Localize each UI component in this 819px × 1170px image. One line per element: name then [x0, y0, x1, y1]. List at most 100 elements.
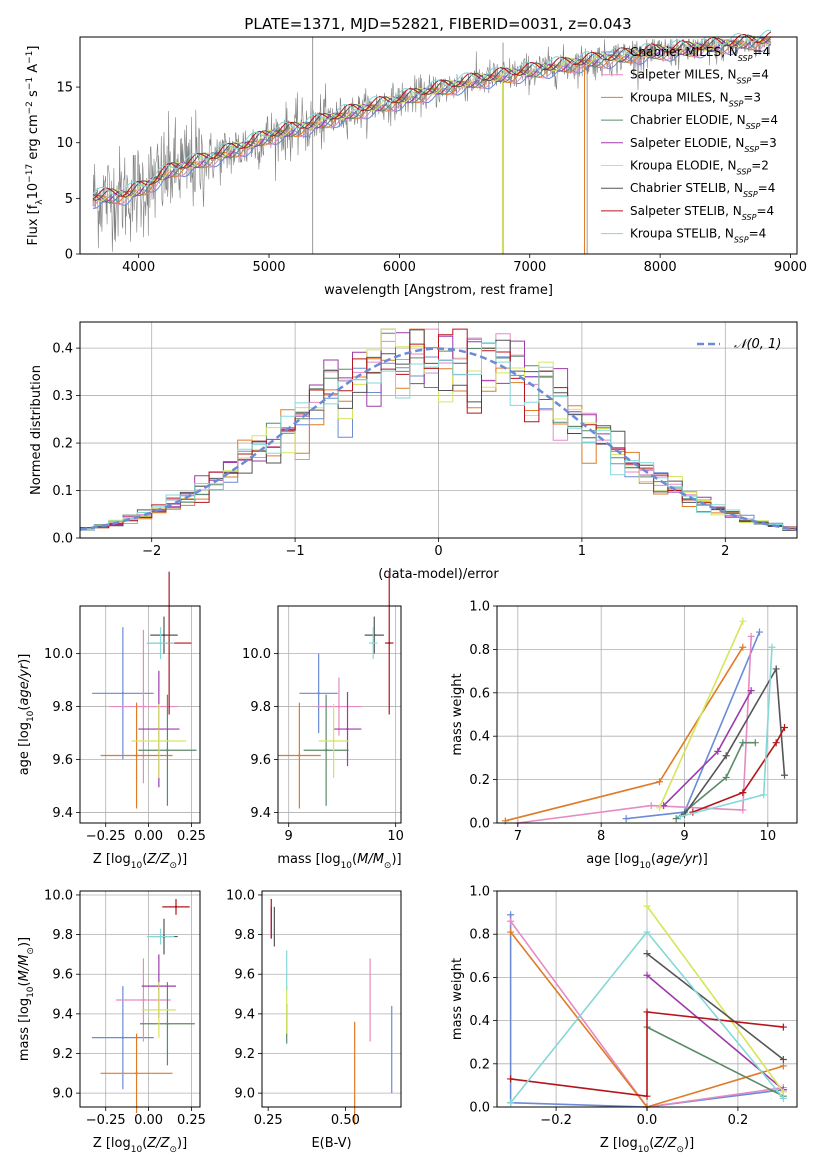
age_weight-series-6 [658, 620, 744, 809]
spectrum-ytick-label: 10 [56, 136, 73, 151]
mass_age-ytick-label: 9.6 [250, 753, 271, 768]
z_weight-marker [507, 911, 515, 919]
model-spectrum-4 [92, 37, 772, 204]
age_weight-ytick-label: 0.2 [469, 773, 490, 788]
mass_age-point [332, 739, 335, 743]
z_age-ytick-label: 9.8 [52, 700, 73, 715]
legend-label-9: Kroupa STELIB, NSSP=4 [630, 227, 766, 245]
age_weight-series-7 [683, 666, 786, 815]
z_weight-marker [779, 1088, 787, 1096]
residuals-ytick-label: 0.0 [52, 532, 73, 547]
mass_age-xtick-label: 10 [387, 829, 404, 844]
z_weight-xtick-label: −0.2 [540, 1113, 572, 1128]
legend-label-6: Kroupa ELODIE, NSSP=2 [630, 159, 769, 177]
z_mass-ylabel: mass [log10(M/M⊙)] [17, 937, 36, 1061]
spectrum-xlabel: wavelength [Angstrom, rest frame] [324, 283, 553, 298]
ebv_mass-ytick-label: 9.4 [234, 1007, 255, 1022]
age_weight-frame [496, 605, 798, 824]
age_weight-marker [739, 806, 747, 814]
age_weight-series-8 [692, 727, 786, 813]
z_weight-marker [507, 1075, 515, 1083]
z_age-xtick-label: 0.00 [134, 829, 163, 844]
z_weight-ytick-label: 0.2 [469, 1057, 490, 1072]
ebv_mass-ytick-label: 9.8 [234, 928, 255, 943]
age_weight-marker [676, 812, 684, 820]
z_weight-series-7 [646, 952, 784, 1061]
residuals-xtick-label: 1 [578, 544, 586, 559]
z_weight-marker [779, 1062, 787, 1070]
age_weight-marker [747, 632, 755, 640]
spectrum-frame [79, 36, 798, 255]
ebv_mass-ytick-label: 9.0 [234, 1087, 255, 1102]
spectrum-ylabel: Flux [fλ10−17 erg cm−2 s−1 A−1] [25, 46, 45, 246]
legend-label-7: Chabrier STELIB, NSSP=4 [630, 181, 775, 199]
z_weight-marker [643, 902, 651, 910]
z_age-point [166, 749, 169, 752]
z_weight-marker [779, 1055, 787, 1063]
z_age-panel: −0.25 0.00 0.25 9.4 9.6 9.8 10.0 Z [log10(Z/Z⊙)… [17, 571, 206, 871]
legend-label-4: Chabrier ELODIE, NSSP=4 [630, 113, 778, 131]
z_weight-series-6 [646, 905, 785, 1093]
age_weight-marker [714, 747, 722, 755]
z_mass-xtick-label: −0.25 [86, 1113, 126, 1128]
z_weight-series-4 [646, 1026, 784, 1097]
mass_age-point [346, 727, 349, 731]
z_mass-point [174, 905, 178, 909]
z_mass-point [142, 998, 145, 1002]
z_age-point [162, 633, 166, 637]
z_weight-marker [507, 928, 515, 936]
z_age-ytick-label: 9.4 [52, 806, 73, 821]
age_weight-ytick-label: 0.0 [469, 817, 490, 832]
age_weight-xtick-label: 10 [760, 829, 777, 844]
age_weight-marker [781, 771, 788, 779]
z_mass-point [135, 1072, 138, 1075]
model-spectrum-7 [92, 34, 772, 201]
z_mass-ytick-label: 9.4 [52, 1007, 73, 1022]
ebv_mass-xlabel: E(B-V) [311, 1136, 351, 1151]
spectrum-panel: 4000 5000 6000 7000 8000 9000 0 5 10 15 wavelength… [25, 29, 807, 298]
spectrum-xtick-label: 4000 [122, 260, 155, 275]
ebv_mass-frame [261, 890, 402, 1108]
z_weight-ytick-label: 0.4 [469, 1014, 490, 1029]
residual-histogram-9 [80, 342, 797, 530]
residuals-xlabel: (data-model)/error [378, 567, 499, 582]
residual-histogram-7 [80, 329, 797, 531]
mass_age-frame [277, 605, 402, 824]
z_weight-xlabel: Z [log10(Z/Z⊙)] [600, 1136, 694, 1155]
z_age-point [142, 705, 145, 708]
residuals-ytick-label: 0.2 [52, 437, 73, 452]
age_weight-ytick-label: 0.6 [469, 686, 490, 701]
age_weight-marker [722, 773, 730, 781]
mass_age-point [298, 754, 301, 757]
mass_age-ytick-label: 9.4 [250, 806, 271, 821]
age_weight-marker [747, 687, 755, 695]
age_weight-marker [768, 643, 776, 651]
age_weight-ytick-label: 0.4 [469, 730, 490, 745]
legend-label-2: Salpeter MILES, NSSP=4 [630, 68, 769, 86]
legend-label-1: Chabrier MILES, NSSP=4 [630, 45, 770, 63]
z_mass-xlabel: Z [log10(Z/Z⊙)] [93, 1136, 187, 1155]
age_weight-ylabel: mass weight [450, 673, 465, 755]
age_weight-marker [751, 739, 759, 747]
mass_age-ytick-label: 10.0 [242, 647, 271, 662]
z_age-point [121, 692, 125, 695]
age_weight-marker [656, 804, 663, 812]
age_weight-xtick-label: 9 [680, 829, 688, 844]
z_weight-marker [643, 928, 651, 936]
age_weight-marker [622, 815, 630, 823]
spectrum-ytick-label: 0 [65, 248, 73, 263]
z_age-xtick-label: −0.25 [86, 829, 126, 844]
age_weight-xtick-label: 7 [514, 829, 522, 844]
z_mass-frame [79, 890, 201, 1108]
spectrum-xtick-label: 8000 [644, 260, 677, 275]
model-spectrum-2 [92, 38, 772, 207]
z_weight-series-8 [510, 1011, 784, 1098]
age_weight-marker [722, 752, 730, 760]
mass_age-point [317, 692, 320, 695]
z_age-ytick-label: 9.6 [52, 753, 73, 768]
z_mass-point [159, 935, 162, 938]
age_weight-marker [672, 815, 680, 823]
z_mass-xtick-label: 0.00 [134, 1113, 163, 1128]
z_age-ylabel: age [log10(age/yr)] [17, 654, 36, 776]
